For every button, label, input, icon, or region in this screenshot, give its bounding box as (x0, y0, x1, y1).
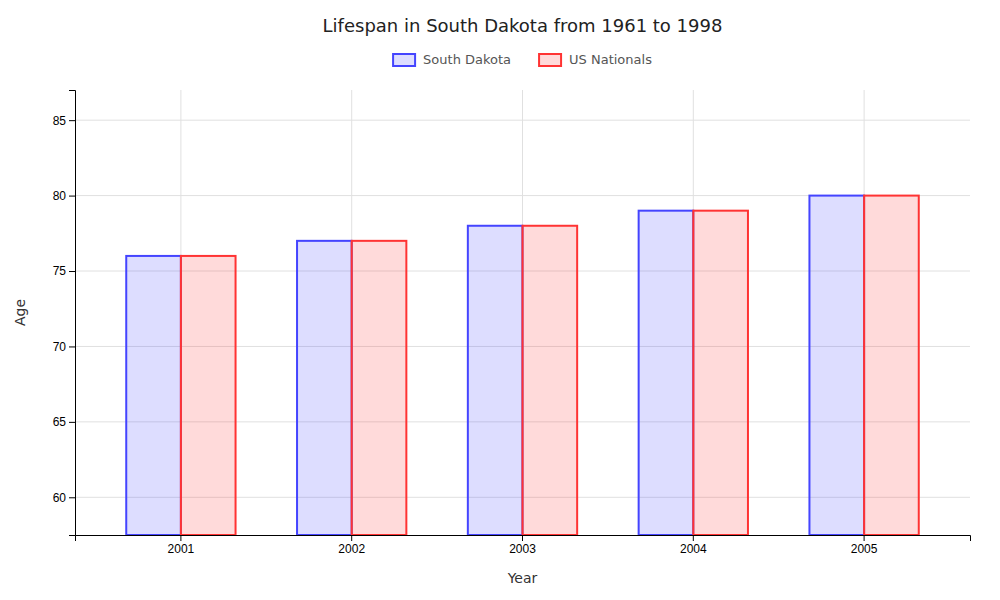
bar (126, 256, 181, 535)
bars (126, 196, 919, 535)
y-tick-mark (69, 422, 75, 423)
x-tick-mark (693, 535, 694, 541)
x-tick: 2002 (338, 535, 365, 556)
bar (639, 211, 694, 535)
x-tick-mark (522, 535, 523, 541)
y-axis: 60 65 70 75 80 85 (53, 91, 76, 536)
bar-series (126, 196, 864, 535)
y-tick-mark (69, 120, 75, 121)
x-tick-mark (180, 535, 181, 541)
y-tick-label: 70 (53, 340, 67, 354)
y-tick: 65 (53, 415, 75, 429)
bar (809, 196, 864, 535)
y-tick-label: 60 (53, 491, 67, 505)
y-tick-mark (69, 271, 75, 272)
chart-title: Lifespan in South Dakota from 1961 to 19… (323, 15, 723, 36)
y-tick: 85 (53, 114, 75, 128)
y-tick-mark (69, 196, 75, 197)
bar-series (181, 196, 919, 535)
x-axis: 2001 2002 2003 2004 2005 (76, 535, 971, 556)
y-tick-label: 85 (53, 114, 67, 128)
legend-label: US Nationals (569, 52, 652, 67)
x-tick-label: 2005 (851, 542, 878, 556)
x-tick-label: 2001 (168, 542, 195, 556)
chart-svg: 2001 2002 2003 2004 2005 60 65 70 75 80 85 Year Age L… (0, 0, 1000, 600)
x-tick: 2004 (680, 535, 707, 556)
y-tick: 70 (53, 340, 75, 354)
y-tick-label: 65 (53, 415, 67, 429)
y-tick-mark (69, 497, 75, 498)
x-tick-mark (351, 535, 352, 541)
bar (181, 256, 236, 535)
plot-area: 2001 2002 2003 2004 2005 60 65 70 75 80 85 Year Age (12, 90, 971, 586)
legend-label: South Dakota (423, 52, 511, 67)
y-tick: 75 (53, 264, 75, 278)
x-tick-label: 2003 (509, 542, 536, 556)
x-tick: 2001 (168, 535, 195, 556)
y-tick-label: 80 (53, 189, 67, 203)
x-axis-line (76, 536, 971, 542)
x-axis-title: Year (507, 570, 538, 586)
x-tick-mark (864, 535, 865, 541)
x-tick: 2003 (509, 535, 536, 556)
bar (297, 241, 352, 535)
legend-swatch (539, 54, 561, 66)
x-tick-label: 2004 (680, 542, 707, 556)
legend: South Dakota US Nationals (393, 52, 652, 67)
bar (864, 196, 919, 535)
legend-item: South Dakota (393, 52, 511, 67)
y-tick: 60 (53, 491, 75, 505)
x-tick-label: 2002 (338, 542, 365, 556)
legend-item: US Nationals (539, 52, 652, 67)
y-tick-label: 75 (53, 264, 67, 278)
bar (523, 226, 578, 535)
bar (352, 241, 407, 535)
bar (468, 226, 523, 535)
y-axis-line (69, 91, 76, 536)
y-tick-mark (69, 346, 75, 347)
y-tick: 80 (53, 189, 75, 203)
legend-swatch (393, 54, 415, 66)
grid (75, 90, 970, 535)
bar (693, 211, 748, 535)
y-axis-title: Age (12, 299, 28, 326)
x-tick: 2005 (851, 535, 878, 556)
